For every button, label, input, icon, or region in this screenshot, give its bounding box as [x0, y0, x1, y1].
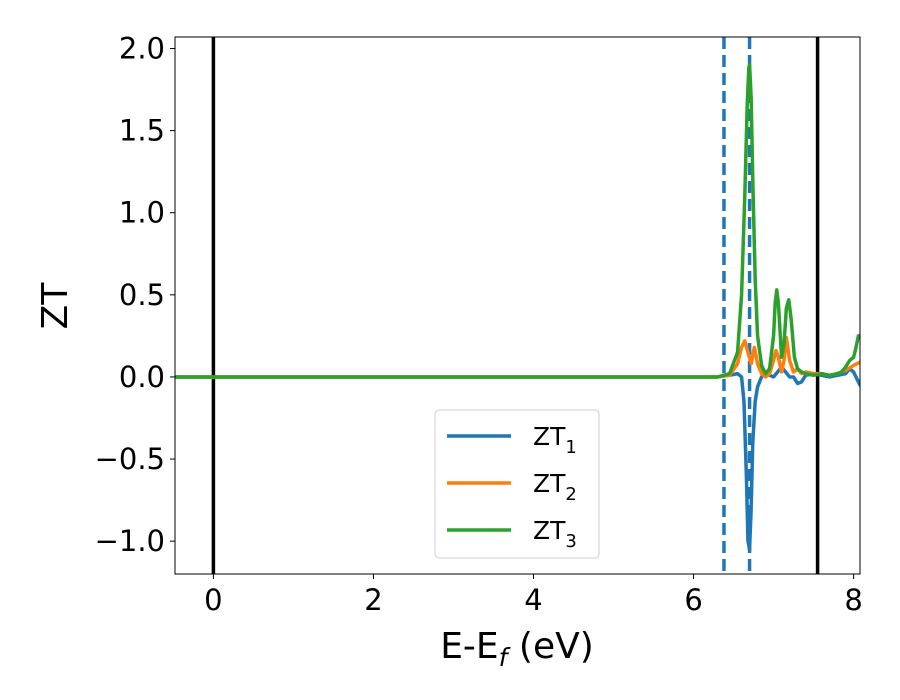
x-axis-ticks: 0 2 4 6 8 [204, 574, 863, 617]
legend-label-zt2: ZT2 [533, 469, 577, 505]
x-tick-label: 8 [844, 583, 862, 617]
legend-box [434, 409, 600, 559]
legend-label-zt1: ZT1 [533, 422, 577, 458]
legend-label-zt3: ZT3 [533, 516, 577, 552]
axes-frame [174, 36, 861, 575]
y-tick-label: 0.0 [119, 360, 165, 394]
y-tick-label: 0.5 [119, 278, 165, 312]
x-tick-label: 0 [204, 583, 222, 617]
y-tick-label: −0.5 [95, 442, 165, 476]
x-axis-title: E-Ef (eV) [440, 626, 594, 672]
y-axis-ticks: −1.0 −0.5 0.0 0.5 1.0 1.5 2.0 [95, 31, 175, 558]
y-tick-label: 1.0 [119, 196, 165, 230]
y-tick-label: 1.5 [119, 114, 165, 148]
x-tick-label: 4 [524, 583, 542, 617]
y-tick-label: 2.0 [119, 31, 165, 65]
x-tick-label: 6 [684, 583, 702, 617]
plot-area [175, 37, 860, 574]
x-axis-title-unit: (eV) [507, 626, 593, 667]
series-line-zt3 [175, 63, 860, 379]
y-axis-title: ZT [35, 282, 76, 330]
x-axis-title-main: E-E [440, 626, 498, 667]
legend: ZT1 ZT2 ZT3 [434, 409, 600, 559]
x-tick-label: 2 [364, 583, 382, 617]
y-tick-label: −1.0 [95, 524, 165, 558]
